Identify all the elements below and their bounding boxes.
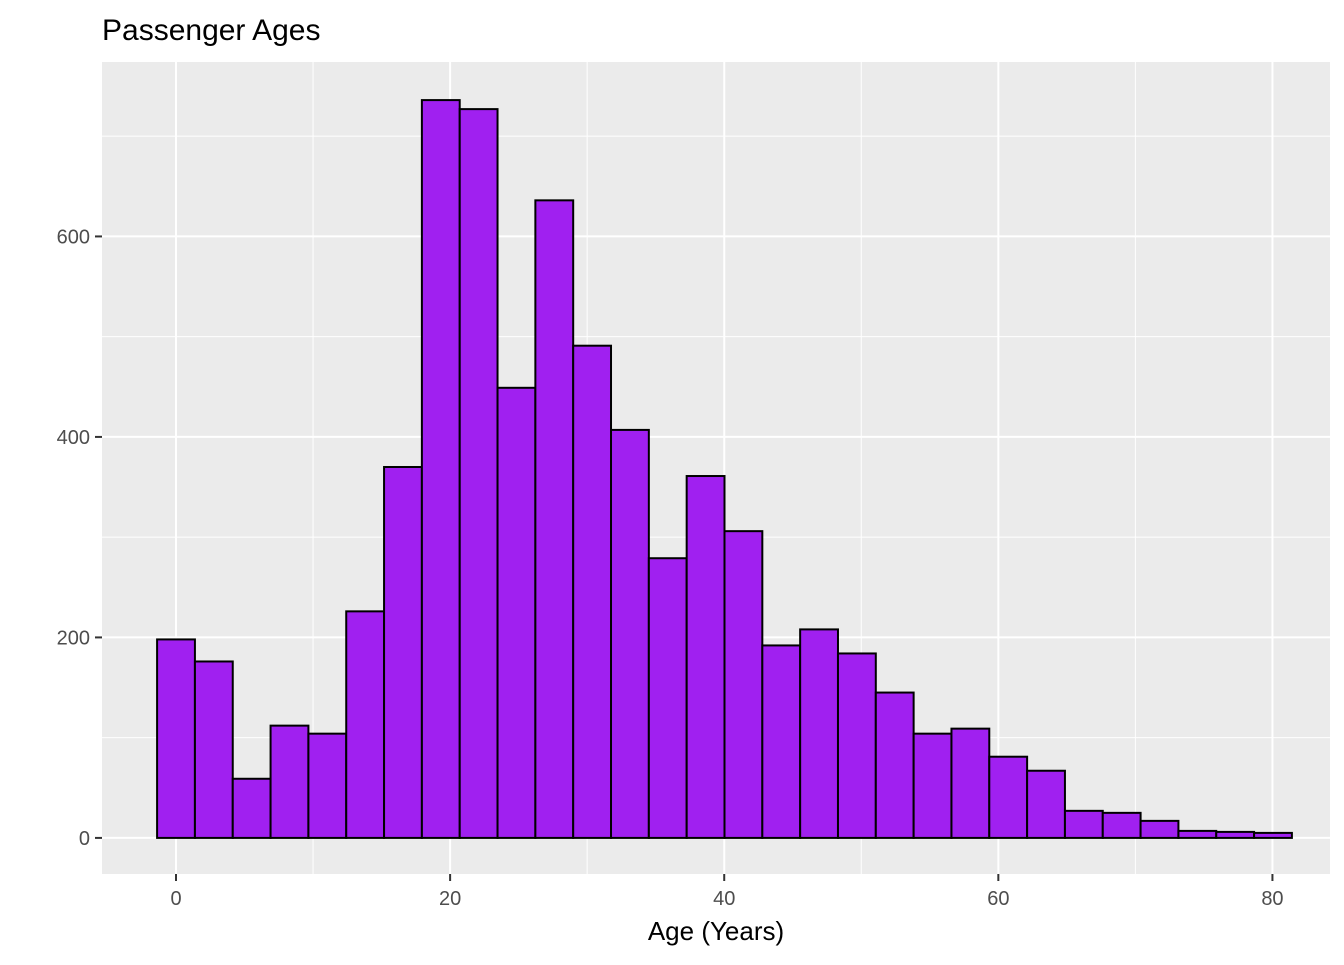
x-tick-label: 20 xyxy=(439,888,461,910)
y-tick-label: 0 xyxy=(79,828,90,850)
histogram-bar xyxy=(950,727,991,839)
histogram-bar xyxy=(269,724,310,839)
histogram-bar xyxy=(1215,830,1256,839)
histogram-bar xyxy=(534,199,575,839)
x-tick-label: 60 xyxy=(987,888,1009,910)
x-tick-label: 40 xyxy=(713,888,735,910)
histogram-bar xyxy=(874,691,915,839)
y-tick-label: 600 xyxy=(57,226,90,248)
histogram-bar xyxy=(193,660,234,839)
y-tick-label: 400 xyxy=(57,427,90,449)
histogram-bar xyxy=(723,530,764,839)
x-tick-label: 0 xyxy=(170,888,181,910)
histogram-bar xyxy=(1063,809,1104,839)
histogram-bar xyxy=(647,557,688,839)
histogram-bar xyxy=(1026,769,1066,839)
y-axis: 0 200 400 600 xyxy=(57,226,102,850)
histogram-bar xyxy=(496,386,537,839)
histogram-bar xyxy=(420,99,461,839)
histogram-bar xyxy=(912,732,953,839)
histogram-bar xyxy=(988,755,1029,839)
y-tick-label: 200 xyxy=(57,627,90,649)
histogram-bar xyxy=(836,652,877,839)
chart-title: Passenger Ages xyxy=(102,14,320,47)
histogram-bar xyxy=(383,465,423,839)
histogram-bar xyxy=(761,644,802,839)
histogram-bars xyxy=(156,99,1293,839)
histogram-bar xyxy=(345,610,386,839)
histogram-bar xyxy=(1177,829,1218,839)
histogram-bar xyxy=(1253,831,1293,839)
histogram-bar xyxy=(231,777,272,839)
histogram-bar xyxy=(1101,811,1142,839)
histogram-bar xyxy=(572,344,613,839)
histogram-bar xyxy=(156,638,196,839)
histogram-bar xyxy=(458,108,499,839)
histogram-bar xyxy=(1139,819,1180,839)
x-axis: 0 20 40 60 80 xyxy=(170,874,1284,910)
x-tick-label: 80 xyxy=(1261,888,1283,910)
histogram-bar xyxy=(307,732,348,839)
histogram-bar xyxy=(685,475,726,839)
x-axis-title: Age (Years) xyxy=(648,916,784,946)
histogram-bar xyxy=(610,428,650,839)
histogram-bar xyxy=(799,628,839,839)
